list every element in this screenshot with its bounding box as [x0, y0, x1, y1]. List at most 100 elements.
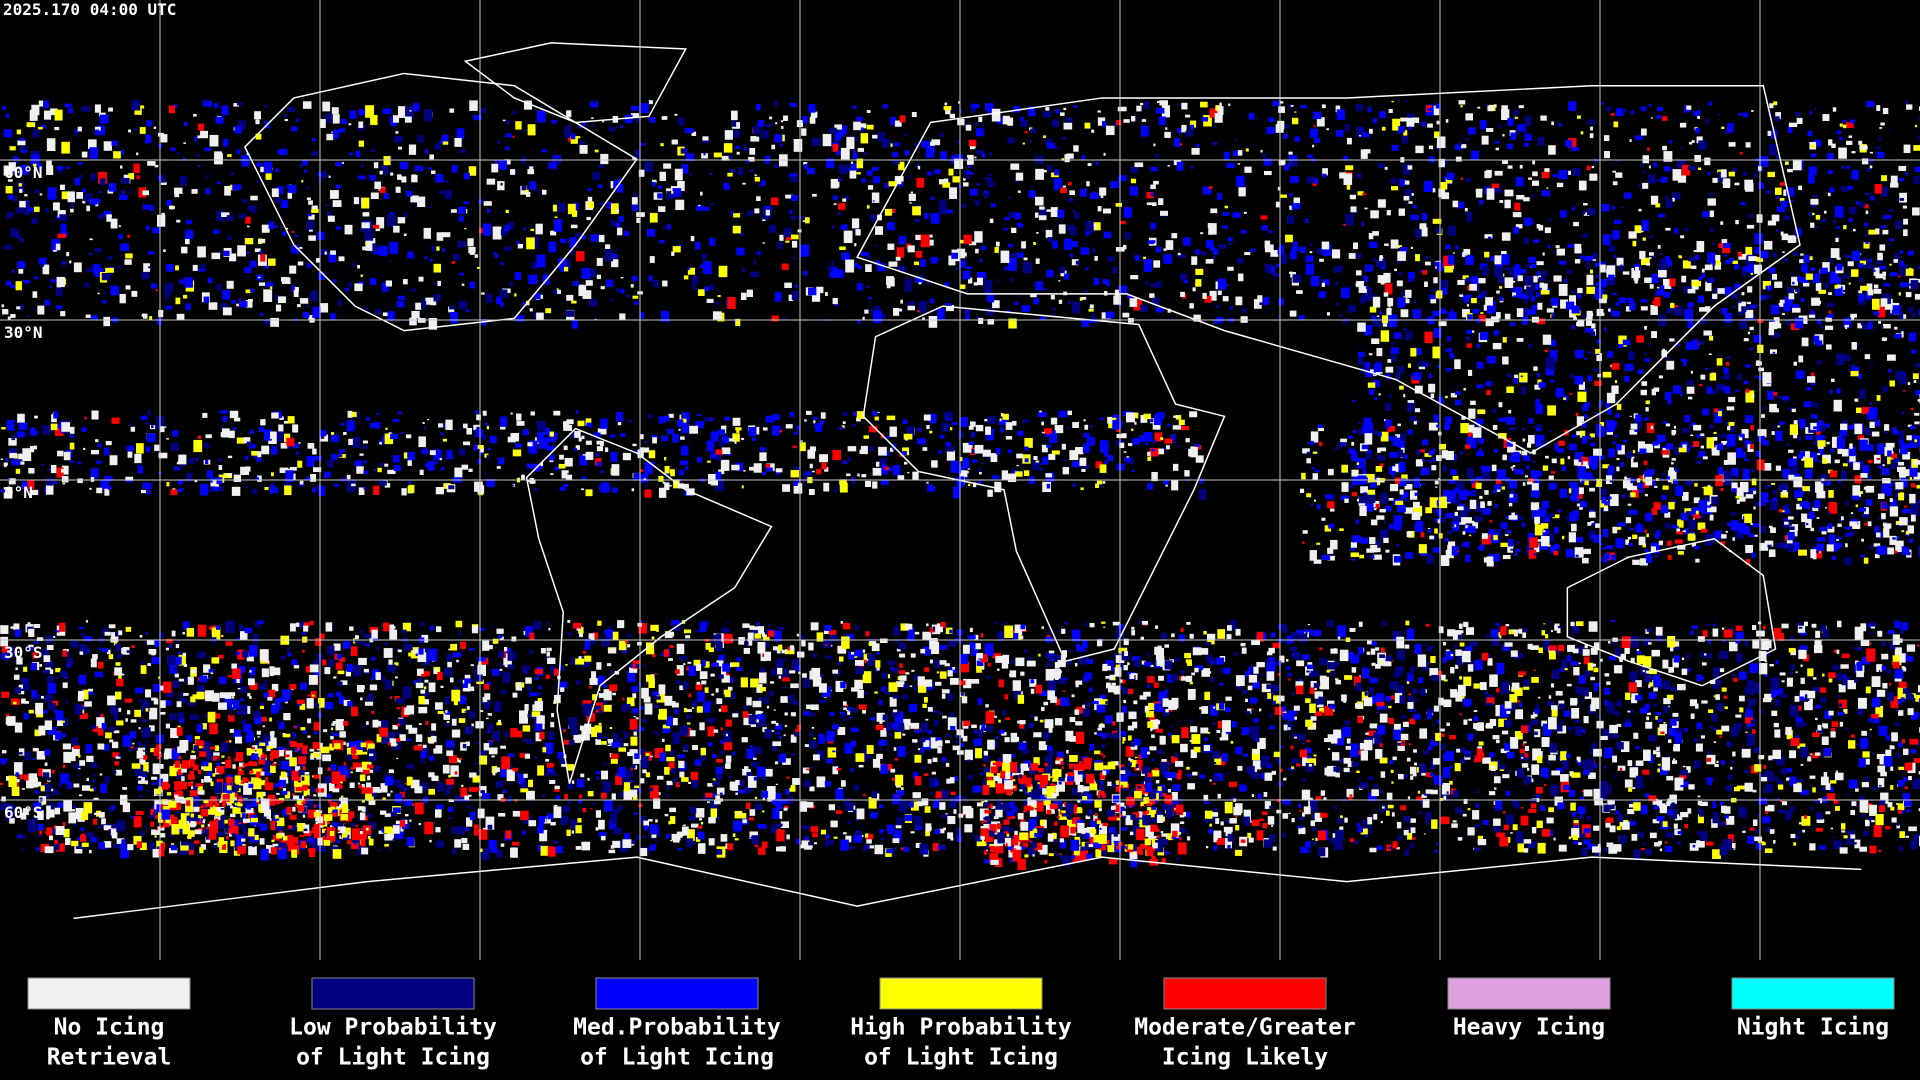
icing-pixel: [1798, 436, 1802, 442]
icing-pixel: [1403, 130, 1408, 136]
icing-pixel: [288, 184, 297, 193]
icing-pixel: [1482, 266, 1489, 276]
icing-pixel: [1638, 184, 1641, 187]
icing-pixel: [1820, 326, 1825, 329]
icing-pixel: [904, 280, 913, 292]
icing-pixel: [227, 154, 232, 157]
icing-pixel: [1645, 407, 1649, 412]
icing-pixel: [898, 161, 905, 171]
icing-pixel: [1552, 313, 1555, 317]
icing-pixel: [107, 485, 112, 490]
icing-pixel: [194, 136, 198, 141]
icing-pixel: [1613, 254, 1617, 258]
icing-pixel: [481, 292, 485, 295]
icing-pixel: [1604, 501, 1612, 506]
icing-pixel: [55, 287, 63, 297]
icing-pixel: [1889, 506, 1899, 517]
icing-pixel: [1640, 299, 1648, 303]
icing-pixel: [156, 318, 162, 325]
icing-pixel: [949, 187, 957, 199]
icing-pixel: [1747, 331, 1751, 335]
icing-pixel: [1445, 317, 1450, 320]
icing-pixel: [926, 239, 934, 246]
icing-pixel: [1703, 330, 1712, 336]
icing-pixel: [968, 425, 974, 430]
icing-pixel: [1574, 248, 1582, 254]
icing-pixel: [148, 266, 152, 269]
icing-pixel: [1863, 557, 1869, 564]
icing-pixel: [898, 236, 907, 245]
icing-pixel: [284, 119, 288, 122]
icing-pixel: [1140, 125, 1149, 137]
icing-pixel: [1081, 468, 1086, 472]
icing-pixel: [1611, 363, 1620, 370]
icing-pixel: [1817, 340, 1823, 347]
icing-pixel: [1340, 442, 1346, 447]
icing-pixel: [1050, 294, 1055, 300]
icing-pixel: [1742, 469, 1750, 481]
icing-pixel: [581, 488, 585, 491]
icing-pixel: [917, 165, 921, 170]
icing-pixel: [1879, 536, 1882, 539]
icing-pixel: [1103, 152, 1106, 156]
icing-pixel: [1173, 138, 1181, 147]
icing-pixel: [1326, 128, 1329, 131]
icing-pixel: [646, 229, 656, 237]
icing-pixel: [183, 121, 188, 126]
icing-pixel: [776, 241, 783, 250]
icing-pixel: [1875, 228, 1880, 235]
icing-pixel: [1832, 555, 1836, 561]
icing-pixel: [550, 433, 554, 436]
icing-pixel: [1116, 119, 1122, 126]
icing-pixel: [106, 214, 112, 222]
icing-pixel: [500, 182, 503, 186]
icing-pixel: [1493, 330, 1499, 336]
icing-pixel: [1573, 221, 1579, 227]
icing-pixel: [1802, 501, 1809, 508]
icing-pixel: [146, 120, 153, 127]
icing-pixel: [1888, 313, 1893, 316]
icing-pixel: [1661, 495, 1667, 500]
icing-pixel: [562, 483, 569, 487]
icing-pixel: [1905, 172, 1909, 176]
icing-pixel: [1407, 400, 1415, 405]
icing-pixel: [514, 293, 517, 297]
icing-pixel: [44, 299, 51, 306]
icing-pixel: [886, 415, 896, 421]
icing-pixel: [1034, 212, 1039, 218]
icing-pixel: [1913, 175, 1920, 185]
icing-pixel: [1591, 476, 1595, 480]
icing-pixel: [1370, 429, 1375, 434]
icing-pixel: [547, 445, 555, 452]
icing-pixel: [632, 157, 637, 161]
icing-pixel: [1762, 280, 1772, 290]
icing-pixel: [819, 420, 825, 425]
icing-pixel: [841, 425, 845, 429]
icing-pixel: [1202, 186, 1212, 195]
icing-pixel: [838, 164, 848, 175]
icing-pixel: [558, 258, 567, 269]
icing-pixel: [527, 442, 533, 447]
icing-pixel: [318, 486, 326, 497]
icing-pixel: [1290, 250, 1297, 260]
icing-pixel: [867, 185, 874, 190]
icing-pixel: [757, 119, 765, 127]
icing-pixel: [1788, 122, 1798, 128]
icing-pixel: [1574, 375, 1584, 385]
icing-pixel: [914, 275, 924, 284]
icing-pixel: [733, 129, 741, 138]
icing-pixel: [1619, 297, 1627, 304]
icing-pixel: [1625, 539, 1630, 545]
icing-pixel: [1403, 328, 1407, 331]
icing-pixel: [16, 129, 22, 135]
icing-pixel: [610, 203, 619, 215]
icing-pixel: [1444, 423, 1450, 431]
icing-pixel: [1291, 117, 1299, 125]
icing-pixel: [789, 209, 793, 214]
icing-pixel: [554, 216, 558, 219]
icing-pixel: [965, 170, 971, 176]
icing-pixel: [978, 116, 983, 123]
icing-pixel: [1704, 157, 1711, 166]
icing-pixel: [771, 197, 779, 206]
icing-pixel: [1727, 426, 1732, 431]
